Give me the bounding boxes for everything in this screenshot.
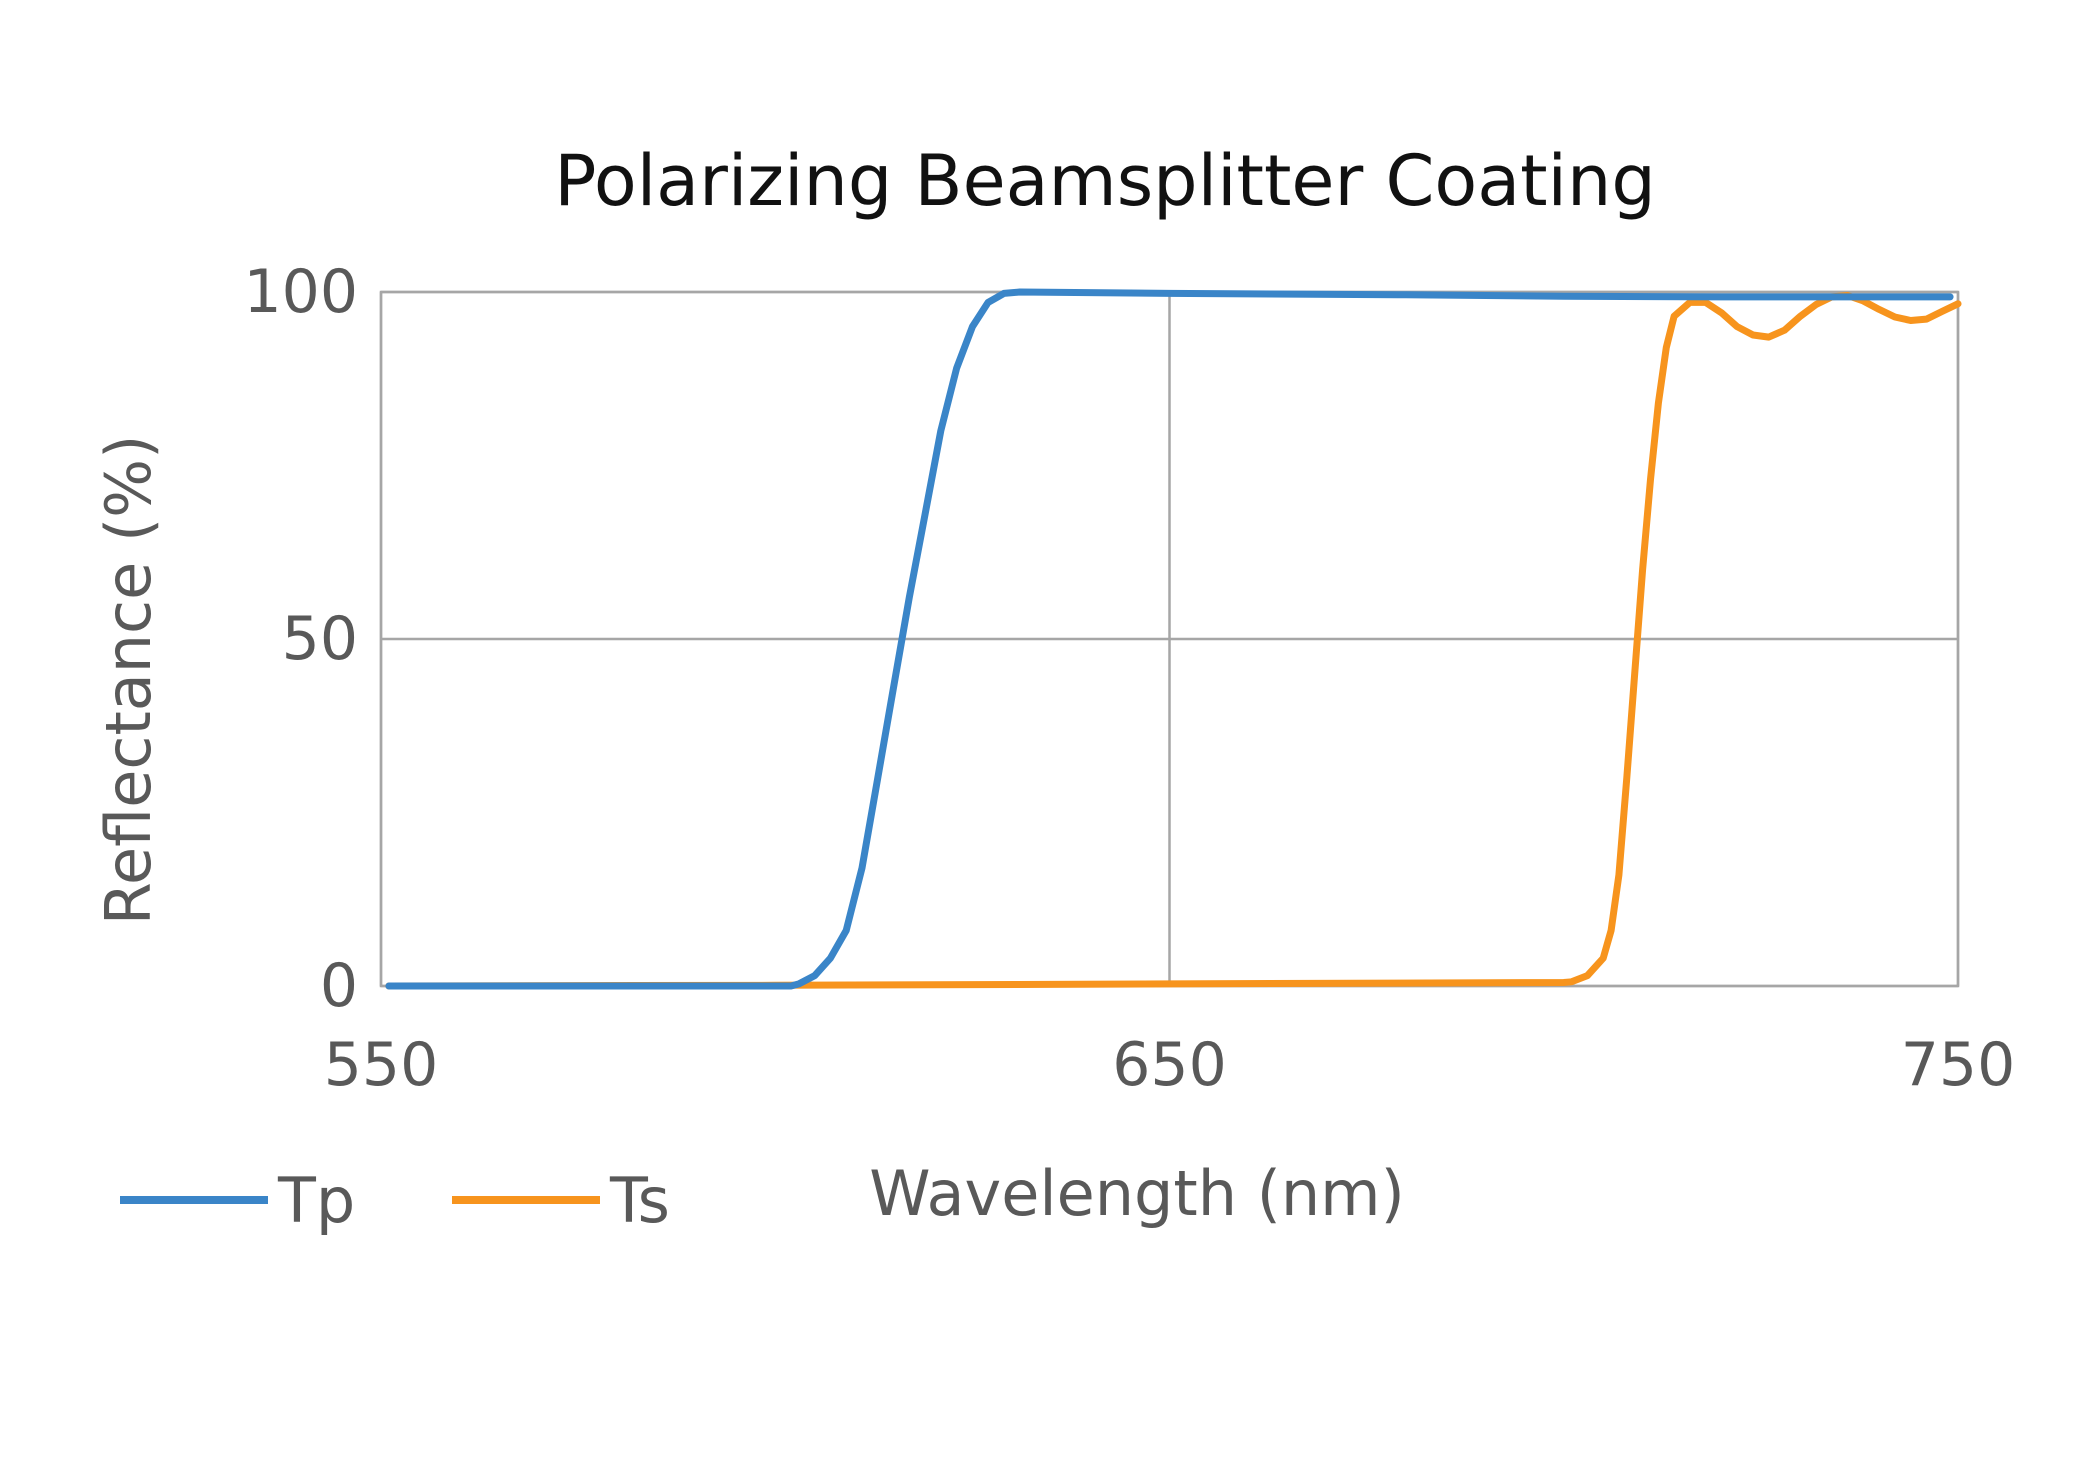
tick-labels: 0 50 100 550 650 750	[243, 257, 2015, 1100]
series-lines	[385, 288, 1962, 990]
legend: Tp Ts	[120, 1164, 670, 1237]
y-tick-label: 100	[243, 257, 358, 327]
x-tick-label: 650	[1112, 1030, 1227, 1100]
y-axis-label: Reflectance (%)	[92, 435, 165, 926]
series-line-ts	[385, 292, 1962, 990]
series-line-tp	[385, 288, 1954, 990]
chart-title: Polarizing Beamsplitter Coating	[554, 140, 1656, 222]
x-axis-label: Wavelength (nm)	[869, 1157, 1405, 1230]
y-tick-label: 50	[282, 604, 358, 674]
y-tick-label: 0	[320, 951, 358, 1021]
legend-label-ts: Ts	[609, 1164, 670, 1237]
x-tick-label: 750	[1901, 1030, 2016, 1100]
x-tick-label: 550	[324, 1030, 439, 1100]
legend-label-tp: Tp	[277, 1164, 355, 1237]
grid	[379, 290, 1960, 988]
